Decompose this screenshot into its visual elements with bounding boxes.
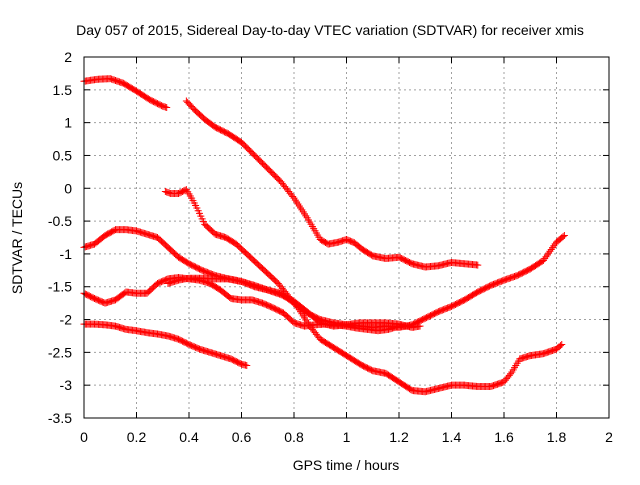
plot-frame [83,56,610,419]
data-point-marker [558,340,566,348]
data-point-marker [556,342,564,350]
y-tick-label: 1.5 [53,82,73,98]
x-tick-label: 1 [343,429,351,445]
data-points [80,75,568,396]
y-tick-label: 2 [64,49,72,65]
x-tick-label: 1.6 [494,429,514,445]
data-point-marker [474,261,482,269]
data-point-marker [559,233,567,241]
axis-ticks [83,56,610,419]
y-tick-label: 1 [64,115,72,131]
data-point-marker [416,322,424,330]
x-tick-label: 0.6 [232,429,252,445]
x-tick-label: 0 [80,429,88,445]
x-tick-label: 0.8 [284,429,304,445]
series-arc-7 [164,274,424,331]
y-tick-label: 0 [64,180,72,196]
data-point-marker [243,361,251,369]
series-arc-3 [161,186,566,396]
x-tick-label: 0.4 [179,429,199,445]
y-tick-label: -0.5 [48,213,72,229]
y-tick-label: -2 [60,312,73,328]
data-point-marker [507,370,515,378]
y-tick-label: -3 [60,377,73,393]
y-axis-label: SDTVAR / TECUs [9,182,25,294]
x-tick-label: 1.2 [389,429,409,445]
x-tick-label: 1.4 [442,429,462,445]
y-tick-labels: -3.5 -3 -2.5 -2 -1.5 -1 -0.5 0 0.5 1 1.5 2 [48,49,72,426]
x-tick-label: 2 [605,429,613,445]
series-arc-1 [80,75,171,112]
x-tick-labels: 0 0.2 0.4 0.6 0.8 1 1.2 1.4 1.6 1.8 2 [80,429,613,445]
x-axis-label: GPS time / hours [293,457,400,473]
data-point-marker [163,104,171,112]
y-tick-label: -3.5 [48,410,72,426]
x-tick-label: 0.2 [127,429,147,445]
data-point-marker [289,192,297,200]
series-arc-6 [80,320,251,369]
y-tick-label: -1.5 [48,279,72,295]
data-point-marker [560,232,568,240]
chart-title: Day 057 of 2015, Sidereal Day-to-day VTE… [76,22,584,38]
y-tick-label: -2.5 [48,344,72,360]
x-tick-label: 1.8 [547,429,567,445]
y-tick-label: -1 [60,246,73,262]
y-tick-label: 0.5 [53,147,73,163]
series-arc-2 [182,97,482,271]
